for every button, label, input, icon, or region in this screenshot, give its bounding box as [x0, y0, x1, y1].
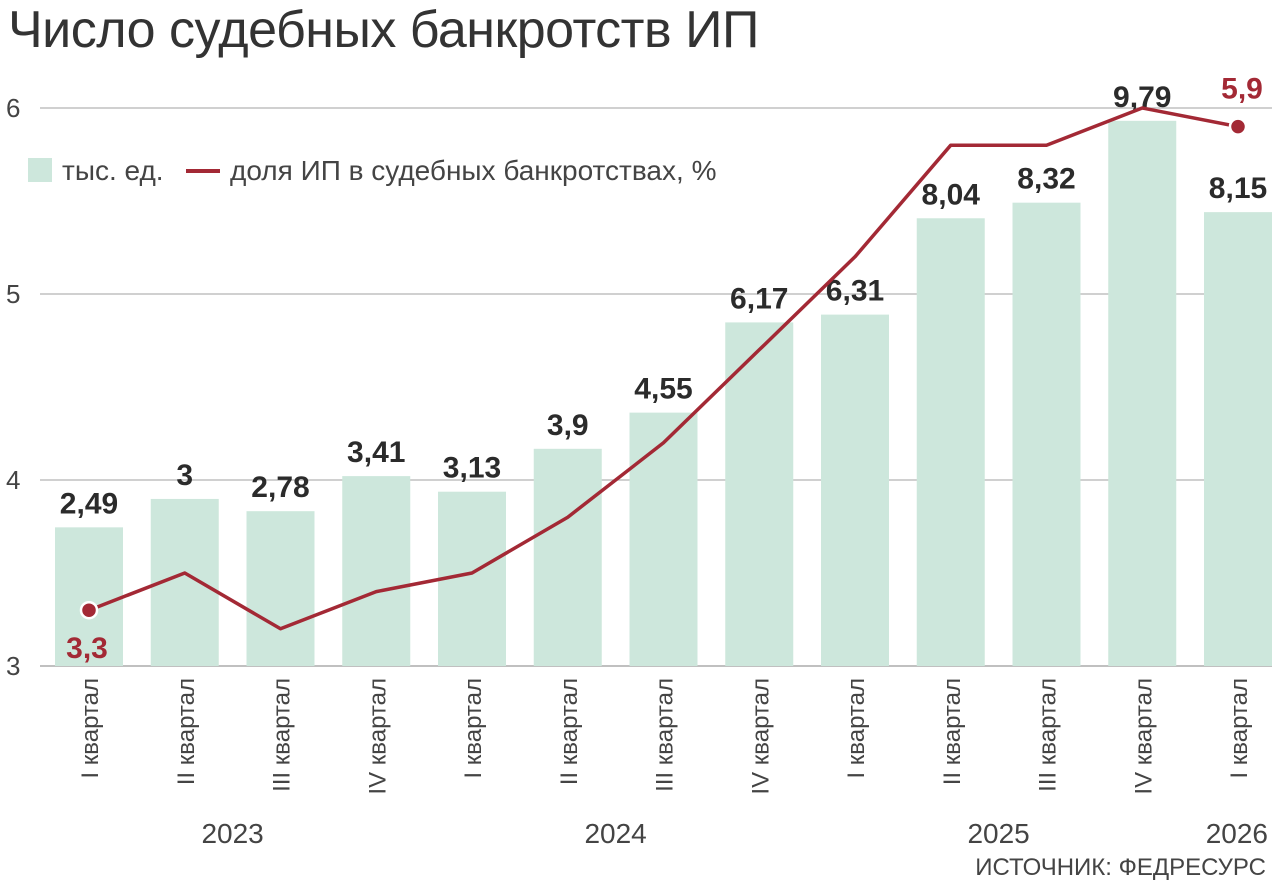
- x-tick-label: III квартал: [1035, 678, 1062, 792]
- x-tick-label: I квартал: [77, 678, 104, 779]
- bar: [1012, 202, 1081, 666]
- legend-label-bars: тыс. ед.: [62, 155, 164, 186]
- bar: [916, 218, 985, 666]
- bar-value-label: 2,49: [60, 487, 118, 520]
- bar: [821, 314, 889, 666]
- bar: [1204, 212, 1272, 667]
- bar-value-label: 6,17: [730, 282, 788, 315]
- line-value-label: 5,9: [1221, 73, 1263, 106]
- y-tick-label: 6: [6, 93, 20, 123]
- bar: [533, 448, 602, 666]
- bar-value-label: 3,13: [443, 452, 501, 485]
- line-value-label: 3,3: [66, 632, 108, 665]
- y-tick-label: 3: [6, 651, 20, 681]
- x-tick-label: I квартал: [1226, 678, 1253, 779]
- line-point-marker: [1228, 117, 1248, 136]
- bar-value-label: 4,55: [634, 373, 692, 406]
- x-tick-label: IV квартал: [364, 678, 391, 795]
- bar-value-label: 3: [176, 459, 193, 492]
- line-point-marker: [79, 600, 99, 620]
- y-tick-label: 4: [6, 465, 20, 495]
- bar-value-label: 8,32: [1017, 163, 1075, 196]
- bar: [342, 476, 411, 666]
- bar: [1108, 120, 1177, 667]
- x-tick-label: III квартал: [269, 678, 296, 792]
- legend-swatch-bars: [28, 158, 52, 182]
- x-tick-label: I квартал: [460, 678, 487, 779]
- chart-title: Число судебных банкротств ИП: [8, 1, 759, 59]
- source-note: ИСТОЧНИК: ФЕДРЕСУРС: [975, 854, 1266, 881]
- bar-value-label: 8,04: [922, 178, 981, 211]
- bar: [629, 412, 698, 666]
- bar-value-label: 3,9: [547, 409, 589, 442]
- bar-value-label: 6,31: [826, 275, 884, 308]
- x-tick-label: II квартал: [939, 678, 966, 785]
- x-tick-label: II квартал: [173, 678, 200, 785]
- bar-value-label: 8,15: [1209, 172, 1267, 205]
- bar: [55, 527, 123, 666]
- bar: [246, 511, 315, 666]
- x-tick-label: IV квартал: [747, 678, 774, 795]
- bar: [725, 322, 794, 666]
- bar-value-label: 2,78: [251, 471, 309, 504]
- year-label: 2026: [1206, 818, 1268, 849]
- x-tick-label: III квартал: [652, 678, 679, 792]
- year-label: 2025: [967, 818, 1029, 849]
- x-tick-label: I квартал: [843, 678, 870, 779]
- legend-label-line: доля ИП в судебных банкротствах, %: [230, 155, 716, 186]
- year-label: 2024: [584, 818, 646, 849]
- bar-value-label: 3,41: [347, 436, 405, 469]
- x-tick-label: IV квартал: [1130, 678, 1157, 795]
- series-line: [88, 106, 1239, 631]
- year-label: 2023: [201, 818, 263, 849]
- x-tick-label: II квартал: [556, 678, 583, 785]
- y-tick-label: 5: [6, 279, 20, 309]
